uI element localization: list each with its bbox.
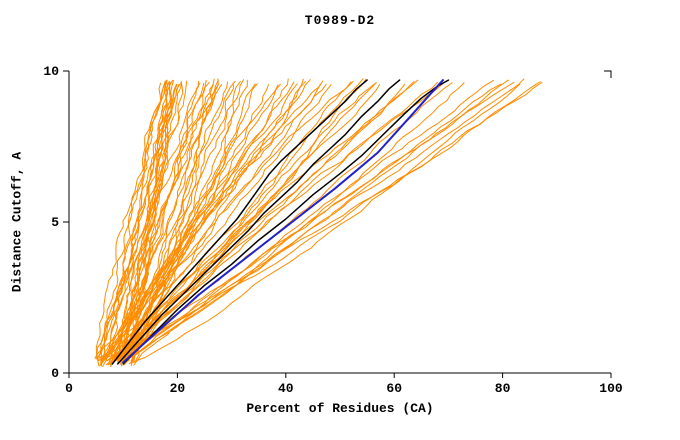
- svg-text:10: 10: [43, 64, 59, 79]
- svg-text:60: 60: [386, 381, 402, 396]
- y-axis-label: Distance Cutoff, A: [9, 151, 25, 293]
- series-highlight-black-2: [117, 79, 401, 365]
- x-axis-label: Percent of Residues (CA): [246, 401, 434, 416]
- svg-text:0: 0: [65, 381, 73, 396]
- svg-text:80: 80: [495, 381, 511, 396]
- svg-text:5: 5: [51, 215, 59, 230]
- svg-text:0: 0: [51, 366, 59, 381]
- chart-title: T0989-D2: [304, 13, 376, 28]
- svg-text:20: 20: [170, 381, 186, 396]
- series-highlight-blue: [122, 79, 444, 364]
- series-highlight-black-1: [111, 79, 368, 365]
- svg-text:40: 40: [278, 381, 294, 396]
- svg-text:100: 100: [599, 381, 623, 396]
- series-highlight-black-3: [122, 79, 450, 365]
